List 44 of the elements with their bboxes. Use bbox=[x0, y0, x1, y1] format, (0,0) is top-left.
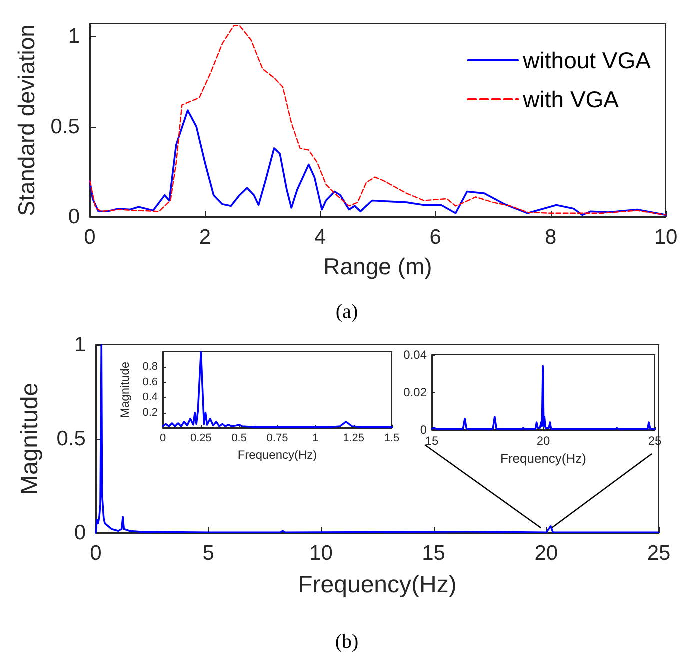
x-tick-label: 0.75 bbox=[266, 432, 288, 444]
x-axis-title: Range (m) bbox=[324, 254, 432, 280]
x-tick-label: 1.25 bbox=[343, 432, 365, 444]
y-axis-title: Magnitude bbox=[16, 382, 44, 496]
legend-label: without VGA bbox=[522, 48, 652, 74]
x-axis-title: Frequency(Hz) bbox=[238, 448, 318, 462]
x-tick-label: 5 bbox=[202, 542, 214, 565]
x-tick-label: 1 bbox=[312, 432, 319, 444]
y-tick-label: 0.4 bbox=[142, 392, 158, 404]
y-tick-label: 1 bbox=[68, 25, 80, 48]
x-tick-label: 0 bbox=[90, 542, 102, 565]
y-tick-label: 1 bbox=[74, 334, 86, 356]
x-tick-label: 15 bbox=[422, 542, 446, 565]
x-tick-label: 0 bbox=[160, 432, 166, 444]
y-tick-label: 0.02 bbox=[404, 386, 428, 400]
y-tick-label: 0.6 bbox=[142, 376, 158, 388]
y-tick-label: 0 bbox=[68, 206, 80, 228]
x-tick-label: 4 bbox=[314, 226, 327, 249]
x-tick-label: 2 bbox=[199, 226, 212, 249]
x-tick-label: 0.25 bbox=[190, 432, 212, 444]
text: (b) bbox=[335, 631, 359, 653]
y-axis-title: Standard deviation bbox=[14, 24, 40, 216]
line-series bbox=[162, 351, 393, 428]
x-tick-label: 6 bbox=[430, 226, 442, 249]
x-tick-label: 1.5 bbox=[384, 432, 400, 444]
y-axis-title: Magnitude bbox=[118, 362, 132, 418]
text: (a) bbox=[336, 301, 358, 323]
x-axis-title: Frequency(Hz) bbox=[500, 450, 586, 466]
x-tick-label: 10 bbox=[310, 542, 333, 565]
x-tick-label: 10 bbox=[654, 226, 678, 249]
x-tick-label: 8 bbox=[544, 226, 557, 249]
y-tick-label: 0.5 bbox=[50, 115, 80, 138]
x-tick-label: 15 bbox=[425, 434, 439, 448]
y-tick-label: 0.2 bbox=[142, 406, 158, 419]
y-tick-label: 0.04 bbox=[404, 348, 428, 362]
x-tick-label: 20 bbox=[534, 542, 558, 565]
x-tick-label: 25 bbox=[647, 542, 671, 565]
x-tick-label: 0.5 bbox=[232, 432, 247, 444]
y-tick-label: 0 bbox=[74, 522, 86, 544]
line-series bbox=[89, 25, 667, 216]
y-tick-label: 0.8 bbox=[142, 361, 158, 374]
x-tick-label: 20 bbox=[536, 434, 550, 448]
legend-label: with VGA bbox=[522, 86, 620, 112]
x-axis-title: Frequency(Hz) bbox=[298, 572, 457, 598]
